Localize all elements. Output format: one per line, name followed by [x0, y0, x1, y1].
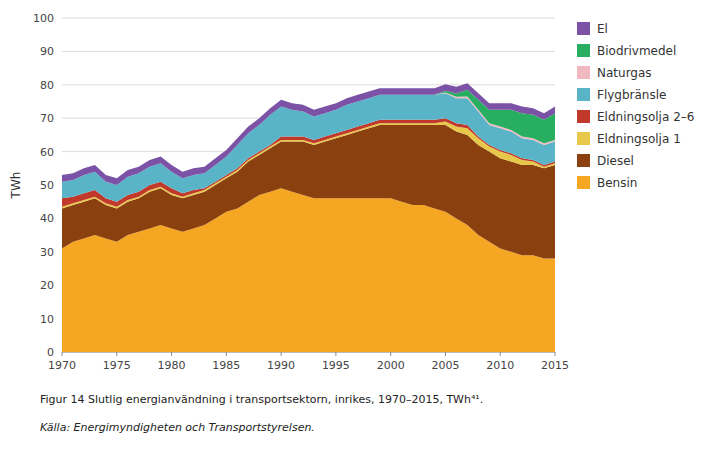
- x-tick: [555, 352, 556, 356]
- x-tick-label: 1975: [103, 359, 131, 372]
- legend-swatch: [577, 132, 590, 145]
- x-tick: [445, 352, 446, 356]
- grid-line: [62, 84, 555, 85]
- grid-line: [62, 51, 555, 52]
- x-tick: [500, 352, 501, 356]
- x-tick-label: 2010: [486, 359, 514, 372]
- legend-label: Bensin: [597, 176, 637, 190]
- caption: Figur 14 Slutlig energianvändning i tran…: [40, 393, 483, 406]
- grid-line: [62, 18, 555, 19]
- y-tick-label: 100: [33, 12, 54, 25]
- x-tick-label: 1990: [267, 359, 295, 372]
- legend: El Biodrivmedel Naturgas Flygbränsle Eldning…: [577, 22, 694, 190]
- caption: Källa: Energimyndigheten och Transportst…: [40, 421, 315, 434]
- x-tick: [390, 352, 391, 356]
- x-tick-label: 1985: [212, 359, 240, 372]
- y-tick-label: 10: [40, 313, 54, 326]
- y-axis-label: TWh: [9, 172, 23, 200]
- area: [62, 83, 555, 185]
- y-tick-label: 40: [40, 212, 54, 225]
- x-tick-label: 1995: [322, 359, 350, 372]
- x-tick-label: 2000: [377, 359, 405, 372]
- y-tick-label: 20: [40, 279, 54, 292]
- x-tick-label: 2015: [541, 359, 569, 372]
- y-tick-label: 0: [47, 346, 54, 359]
- y-tick-label: 80: [40, 79, 54, 92]
- legend-label: Naturgas: [597, 66, 652, 80]
- x-tick-label: 1980: [158, 359, 186, 372]
- legend-swatch: [577, 110, 590, 123]
- chart: 0 10 20 30 40 50 60 70 80 90 100 1970 1975 1980 1985 19…: [0, 0, 725, 463]
- y-tick-label: 50: [40, 179, 54, 192]
- x-tick: [171, 352, 172, 356]
- x-tick-label: 1970: [48, 359, 76, 372]
- legend-label: Eldningsolja 1: [597, 132, 681, 146]
- y-tick-label: 90: [40, 45, 54, 58]
- legend-swatch: [577, 22, 590, 35]
- legend-label: Diesel: [597, 154, 634, 168]
- y-tick-label: 60: [40, 146, 54, 159]
- x-tick: [335, 352, 336, 356]
- legend-label: El: [597, 22, 608, 36]
- x-tick: [116, 352, 117, 356]
- legend-label: Biodrivmedel: [597, 44, 676, 58]
- axes: 0 10 20 30 40 50 60 70 80 90 100 1970 1975 1980 1985 19…: [33, 12, 569, 372]
- legend-swatch: [577, 154, 590, 167]
- x-tick: [281, 352, 282, 356]
- x-tick: [226, 352, 227, 356]
- legend-label: Eldningsolja 2–6: [597, 110, 694, 124]
- x-tick-label: 2005: [431, 359, 459, 372]
- grid: [62, 18, 555, 352]
- legend-swatch: [577, 176, 590, 189]
- legend-swatch: [577, 66, 590, 79]
- legend-swatch: [577, 44, 590, 57]
- plot-area: [62, 83, 555, 352]
- y-tick-label: 70: [40, 112, 54, 125]
- y-tick-label: 30: [40, 246, 54, 259]
- legend-swatch: [577, 88, 590, 101]
- x-tick: [62, 352, 63, 356]
- legend-label: Flygbränsle: [597, 88, 666, 102]
